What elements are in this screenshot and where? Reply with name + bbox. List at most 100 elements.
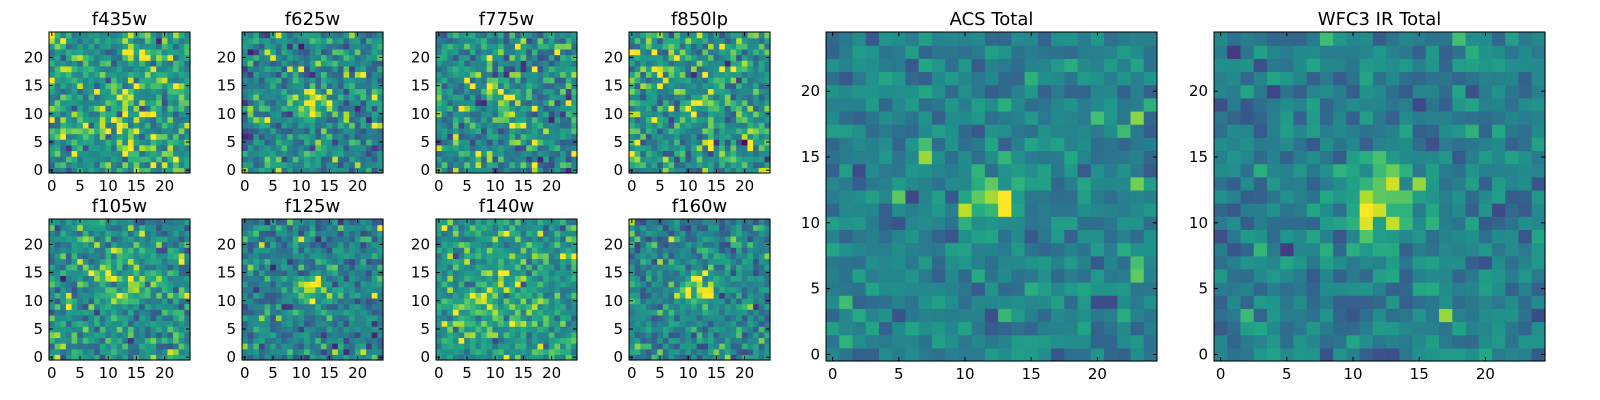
heatmap-cell <box>475 314 482 322</box>
heatmap-cell <box>281 303 288 310</box>
heatmap-cell <box>640 314 647 322</box>
heatmap-cell <box>150 150 157 157</box>
heatmap-cell <box>315 275 322 282</box>
heatmap-cell <box>475 292 482 299</box>
heatmap-cell <box>764 32 771 39</box>
heatmap-cell <box>509 139 516 146</box>
heatmap-cell <box>702 161 709 168</box>
heatmap-cell <box>105 54 112 61</box>
heatmap-cell <box>452 303 460 310</box>
heatmap-cell <box>753 348 760 355</box>
heatmap-cell <box>247 127 254 135</box>
heatmap-cell <box>173 247 180 254</box>
heatmap-cell <box>287 241 294 248</box>
heatmap-cell <box>281 281 288 288</box>
heatmap-cell <box>724 110 732 118</box>
heatmap-cell <box>167 235 174 243</box>
heatmap-cell <box>49 127 56 135</box>
heatmap-cell <box>629 88 636 95</box>
heatmap-cell <box>707 281 715 288</box>
heatmap-cell <box>292 230 299 237</box>
heatmap-cell <box>349 122 356 129</box>
heatmap-cell <box>674 281 681 288</box>
heatmap-cell <box>509 133 516 140</box>
y-tick-label: 15 <box>217 264 236 282</box>
heatmap-cell <box>337 156 345 163</box>
heatmap-cell <box>486 71 493 78</box>
heatmap-cell <box>49 133 56 140</box>
heatmap-cell <box>662 281 670 288</box>
heatmap-cell <box>481 43 488 50</box>
heatmap-cell <box>651 82 658 89</box>
heatmap-cell <box>65 219 73 226</box>
heatmap-cell <box>481 286 488 293</box>
heatmap-cell <box>82 241 90 248</box>
heatmap-cell <box>315 65 322 73</box>
heatmap-cell <box>565 326 572 333</box>
heatmap-cell <box>354 275 362 282</box>
heatmap-cell <box>730 314 737 322</box>
heatmap-cell <box>270 258 277 265</box>
heatmap-cell <box>492 65 499 73</box>
heatmap-cell <box>116 230 123 237</box>
heatmap-cell <box>565 286 572 293</box>
heatmap-cell <box>150 224 157 231</box>
heatmap-cell <box>498 116 505 123</box>
heatmap-cell <box>127 326 135 333</box>
heatmap-cell <box>82 32 90 39</box>
heatmap-cell <box>178 337 185 344</box>
heatmap-cell <box>531 326 539 333</box>
heatmap-cell <box>492 281 499 288</box>
heatmap-cell <box>65 326 73 333</box>
heatmap-cell <box>436 94 443 101</box>
heatmap-cell <box>167 224 174 231</box>
heatmap-cell <box>548 281 556 288</box>
heatmap-cell <box>724 314 732 322</box>
heatmap-cell <box>298 252 305 260</box>
heatmap-cell <box>634 127 641 135</box>
heatmap-cell <box>377 127 384 135</box>
heatmap-cell <box>94 230 101 237</box>
heatmap-cell <box>275 292 283 299</box>
heatmap-cell <box>554 219 561 226</box>
heatmap-cell <box>509 286 516 293</box>
heatmap-cell <box>509 99 516 106</box>
heatmap-cell <box>679 161 686 168</box>
heatmap-cell <box>503 32 510 39</box>
heatmap-cell <box>349 77 356 84</box>
heatmap-cell <box>242 348 249 355</box>
heatmap-cell <box>150 354 157 361</box>
heatmap-cell <box>144 224 152 231</box>
heatmap-cell <box>337 309 345 316</box>
heatmap-cell <box>173 219 180 226</box>
heatmap-cell <box>258 297 266 305</box>
heatmap-cell <box>492 235 499 243</box>
heatmap-cell <box>730 94 737 101</box>
heatmap-cell <box>178 105 185 112</box>
heatmap-cell <box>371 309 378 316</box>
heatmap-cell <box>54 309 61 316</box>
heatmap-cell <box>88 264 95 271</box>
heatmap-cell <box>253 150 260 157</box>
heatmap-cell <box>178 144 185 152</box>
heatmap-cell <box>537 286 544 293</box>
heatmap-cell <box>464 297 471 305</box>
heatmap-cell <box>702 139 709 146</box>
heatmap-cell <box>337 94 345 101</box>
heatmap-cell <box>469 258 477 265</box>
heatmap-cell <box>65 343 73 350</box>
heatmap-cell <box>736 326 743 333</box>
x-tick-label: 10 <box>679 177 698 195</box>
heatmap-cell <box>343 88 350 95</box>
heatmap-cell <box>719 116 726 123</box>
heatmap-cell <box>565 235 572 243</box>
heatmap-cell <box>133 269 140 276</box>
heatmap-cell <box>377 252 384 260</box>
heatmap-cell <box>184 224 191 231</box>
heatmap-cell <box>498 275 505 282</box>
heatmap-cell <box>88 309 95 316</box>
heatmap-cell <box>60 219 67 226</box>
heatmap-cell <box>54 252 61 260</box>
heatmap-cell <box>674 144 681 152</box>
heatmap-cell <box>349 133 356 140</box>
